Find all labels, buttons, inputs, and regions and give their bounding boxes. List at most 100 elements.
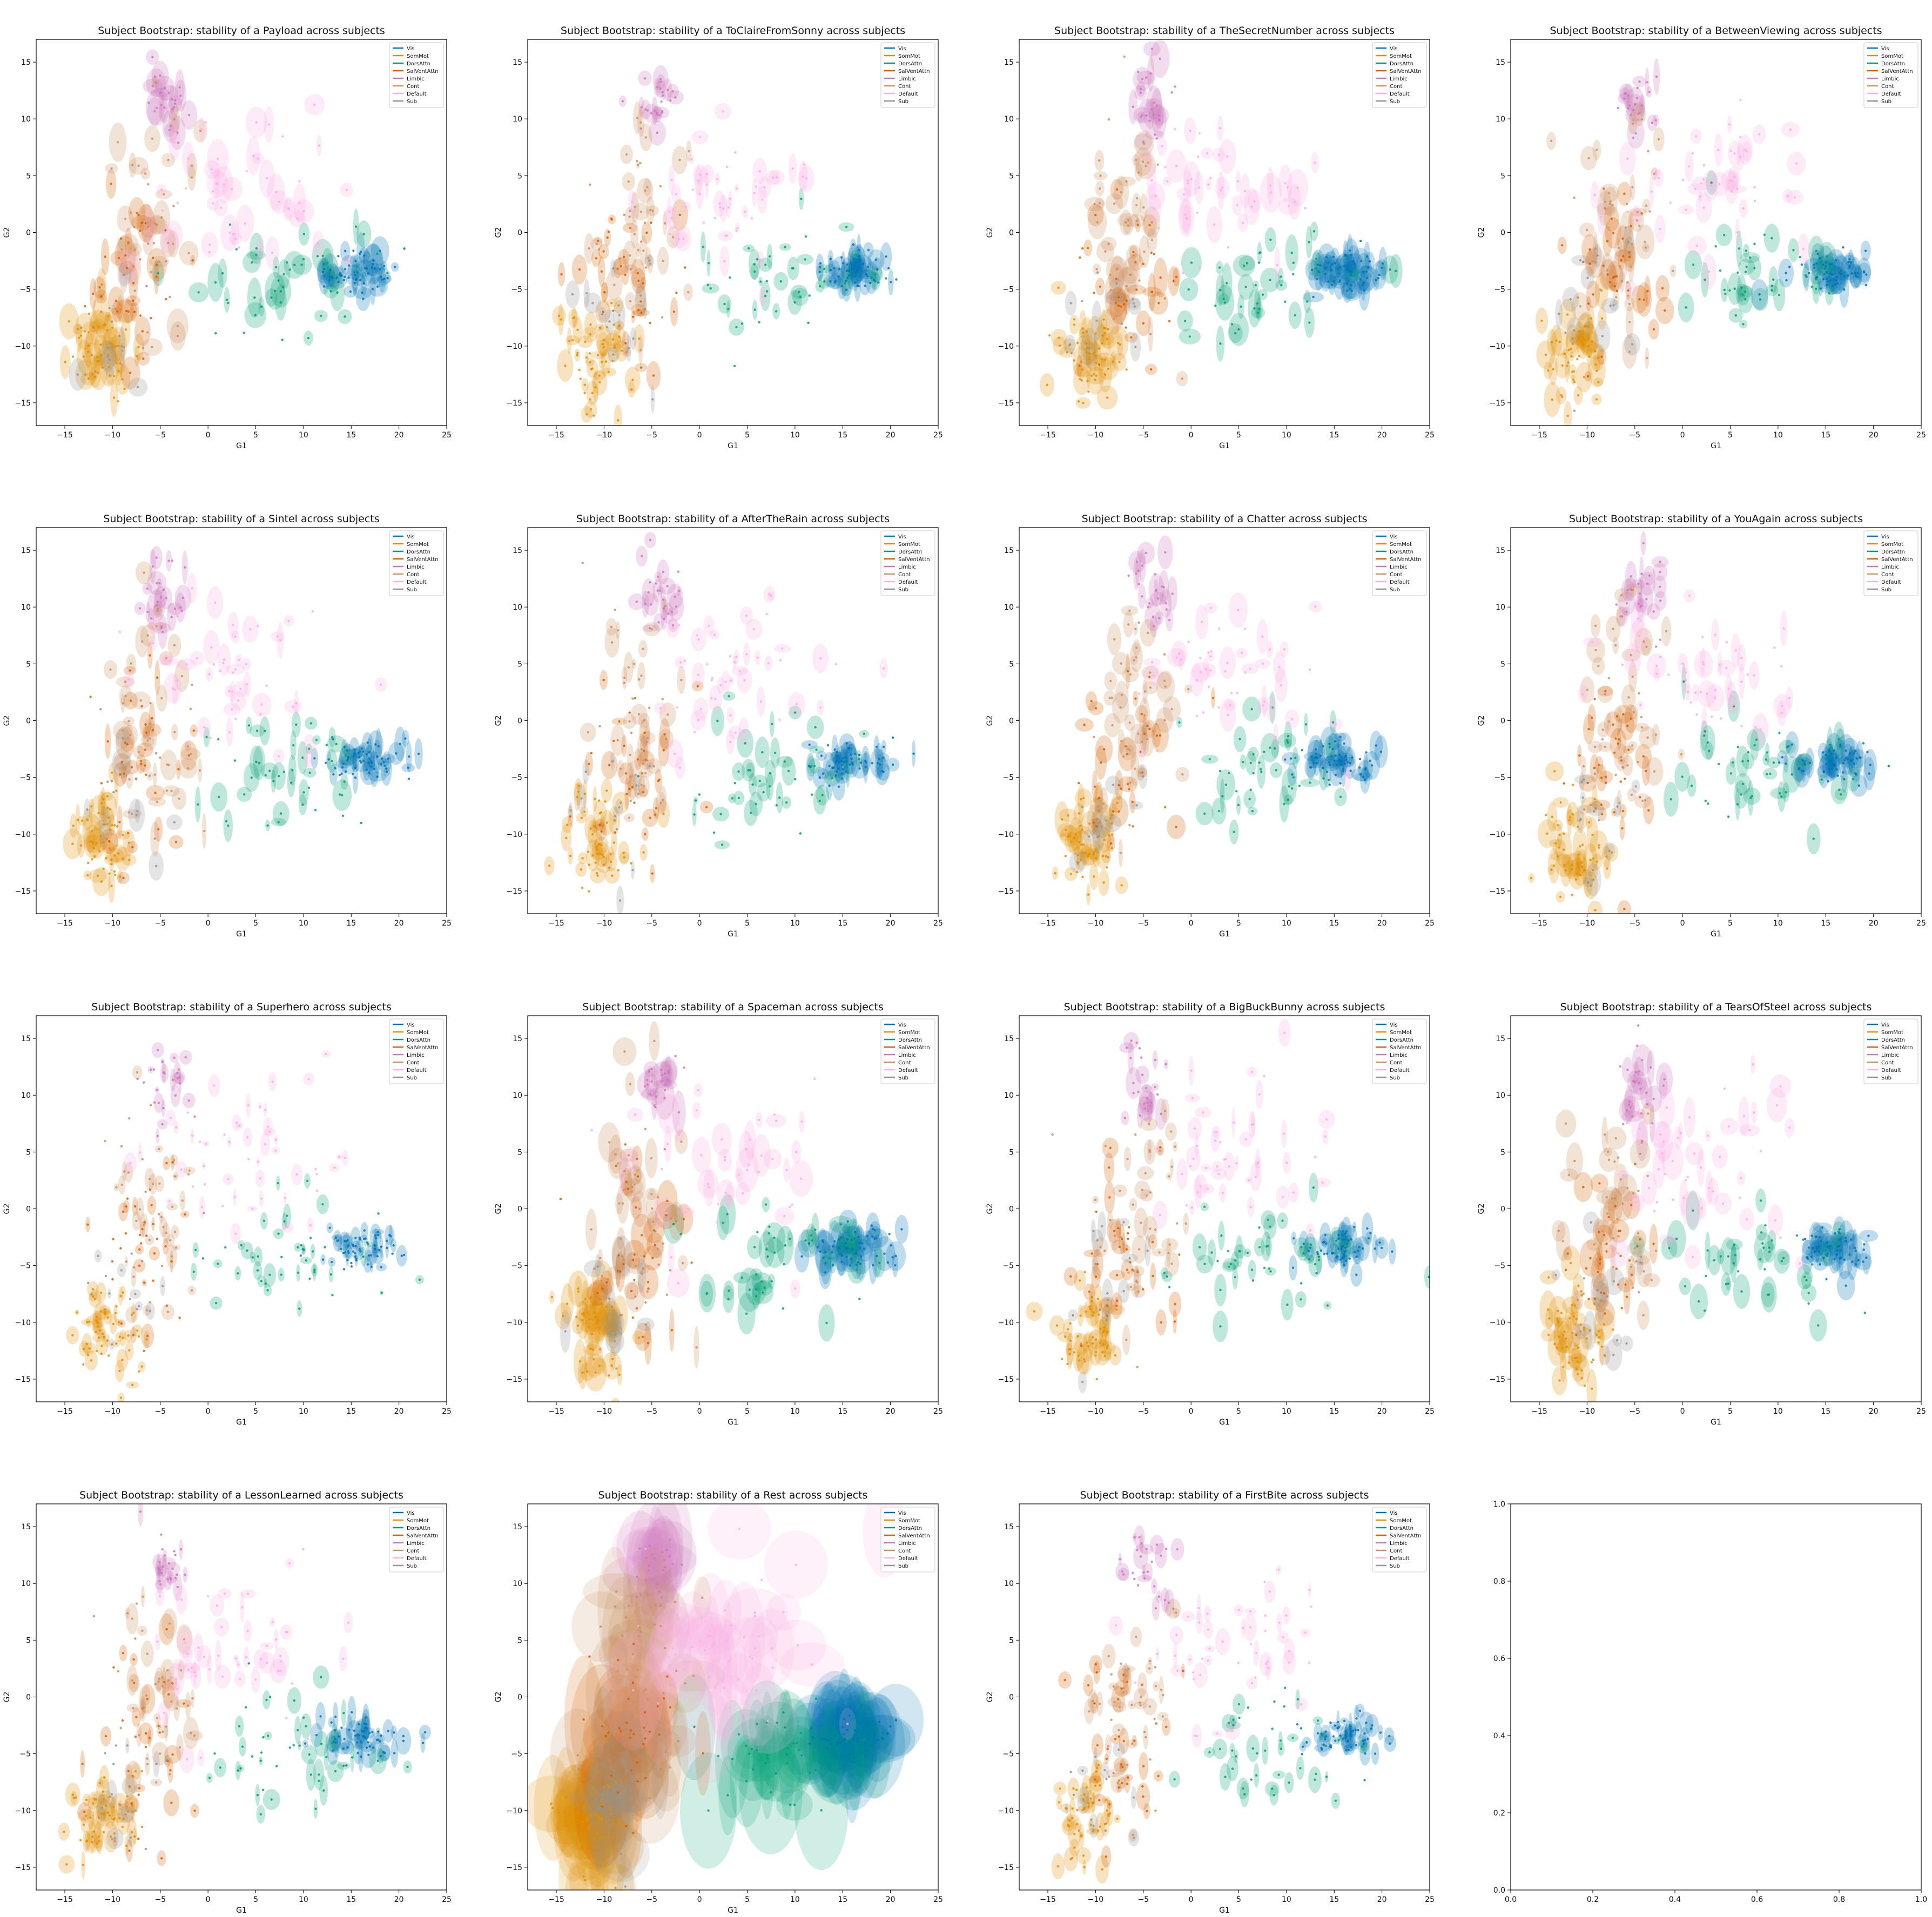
point-Vis xyxy=(351,773,354,775)
point-Vis xyxy=(1803,763,1806,766)
panel-title: Subject Bootstrap: stability of a Betwee… xyxy=(1550,25,1882,37)
panel-AfterTheRain: Subject Bootstrap: stability of a AfterT… xyxy=(494,513,943,939)
plot-area xyxy=(1528,531,1890,914)
point-SalVentAttn xyxy=(1118,810,1120,813)
point-Cont xyxy=(640,784,643,787)
point-Default xyxy=(697,719,699,721)
point-Cont xyxy=(1642,640,1645,643)
point-Vis xyxy=(882,745,885,748)
point-SomMot xyxy=(1095,857,1098,860)
point-Default xyxy=(1268,648,1271,651)
point-Default xyxy=(1217,153,1220,156)
point-DorsAttn xyxy=(1237,328,1240,331)
point-Cont xyxy=(178,797,180,800)
point-Default xyxy=(1184,213,1187,216)
point-Vis xyxy=(1848,266,1851,269)
point-Cont xyxy=(1644,799,1647,802)
point-Limbic xyxy=(658,113,661,117)
point-Vis xyxy=(313,757,316,760)
point-SomMot xyxy=(97,812,100,814)
point-Limbic xyxy=(160,104,163,106)
point-SalVentAttn xyxy=(151,717,153,720)
point-DorsAttn xyxy=(326,262,329,265)
point-Cont xyxy=(124,694,127,698)
point-Cont xyxy=(1135,656,1137,659)
point-Cont xyxy=(190,176,193,179)
point-SomMot xyxy=(1080,858,1082,861)
point-Vis xyxy=(354,273,357,276)
point-Cont xyxy=(145,222,149,225)
point-SomMot xyxy=(595,872,598,875)
point-SalVentAttn xyxy=(141,330,144,333)
point-Cont xyxy=(1119,852,1122,854)
point-Vis xyxy=(891,736,894,739)
point-SomMot xyxy=(97,326,100,329)
point-SalVentAttn xyxy=(1652,328,1655,331)
point-Cont xyxy=(1619,265,1621,268)
point-DorsAttn xyxy=(784,246,786,248)
point-DorsAttn xyxy=(291,768,294,772)
x-tick-label: 25 xyxy=(1916,431,1926,440)
point-Default xyxy=(1278,665,1281,669)
point-DorsAttn xyxy=(250,261,253,264)
point-SomMot xyxy=(598,374,601,377)
point-Vis xyxy=(866,266,870,268)
point-Vis xyxy=(876,268,879,271)
point-Limbic xyxy=(1659,599,1662,602)
point-Cont xyxy=(645,740,648,743)
x-tick-label: 10 xyxy=(1282,919,1291,928)
point-Cont xyxy=(636,117,639,119)
point-Vis xyxy=(334,767,336,770)
point-DorsAttn xyxy=(1799,255,1801,259)
point-Cont xyxy=(167,159,170,161)
point-SalVentAttn xyxy=(1590,716,1593,719)
point-DorsAttn xyxy=(320,314,322,318)
point-SomMot xyxy=(1048,334,1051,337)
point-Cont xyxy=(639,349,642,352)
point-DorsAttn xyxy=(719,813,722,815)
point-DorsAttn xyxy=(1786,746,1789,748)
point-Cont xyxy=(612,284,616,286)
y-axis-label: G2 xyxy=(986,716,994,726)
point-Vis xyxy=(1381,266,1383,269)
point-DorsAttn xyxy=(277,279,280,282)
point-DorsAttn xyxy=(1772,278,1775,281)
point-SomMot xyxy=(109,374,111,377)
point-DorsAttn xyxy=(214,281,217,284)
point-SalVentAttn xyxy=(156,676,159,679)
point-DorsAttn xyxy=(1322,777,1325,780)
point-Vis xyxy=(869,281,872,285)
legend-label-Vis: Vis xyxy=(1881,46,1889,52)
point-Default xyxy=(694,731,696,734)
point-SomMot xyxy=(1598,846,1600,849)
point-Vis xyxy=(1833,749,1835,752)
point-SomMot xyxy=(1087,853,1090,855)
point-Vis xyxy=(380,275,382,278)
point-Default xyxy=(245,170,248,172)
point-DorsAttn xyxy=(798,291,800,293)
point-Cont xyxy=(1163,719,1166,721)
point-Vis xyxy=(1349,249,1351,252)
point-SalVentAttn xyxy=(642,750,645,752)
region-points xyxy=(1540,75,1868,417)
point-DorsAttn xyxy=(823,280,826,283)
point-Cont xyxy=(1128,748,1131,752)
point-DorsAttn xyxy=(302,233,306,235)
x-tick-label: −5 xyxy=(1629,431,1640,440)
point-Vis xyxy=(1857,784,1861,787)
point-Vis xyxy=(328,276,332,279)
point-SomMot xyxy=(1576,862,1579,866)
point-Sub xyxy=(1557,312,1560,315)
point-Cont xyxy=(625,153,628,156)
point-SomMot xyxy=(1596,860,1598,863)
point-DorsAttn xyxy=(702,246,705,248)
point-SomMot xyxy=(116,825,119,828)
point-SomMot xyxy=(1082,796,1085,800)
x-tick-label: 20 xyxy=(1377,431,1387,440)
point-Default xyxy=(1137,692,1141,695)
point-SalVentAttn xyxy=(1090,699,1093,703)
point-Sub xyxy=(1132,302,1135,305)
point-Cont xyxy=(128,778,131,781)
point-SomMot xyxy=(595,848,598,851)
point-Limbic xyxy=(1153,113,1155,116)
